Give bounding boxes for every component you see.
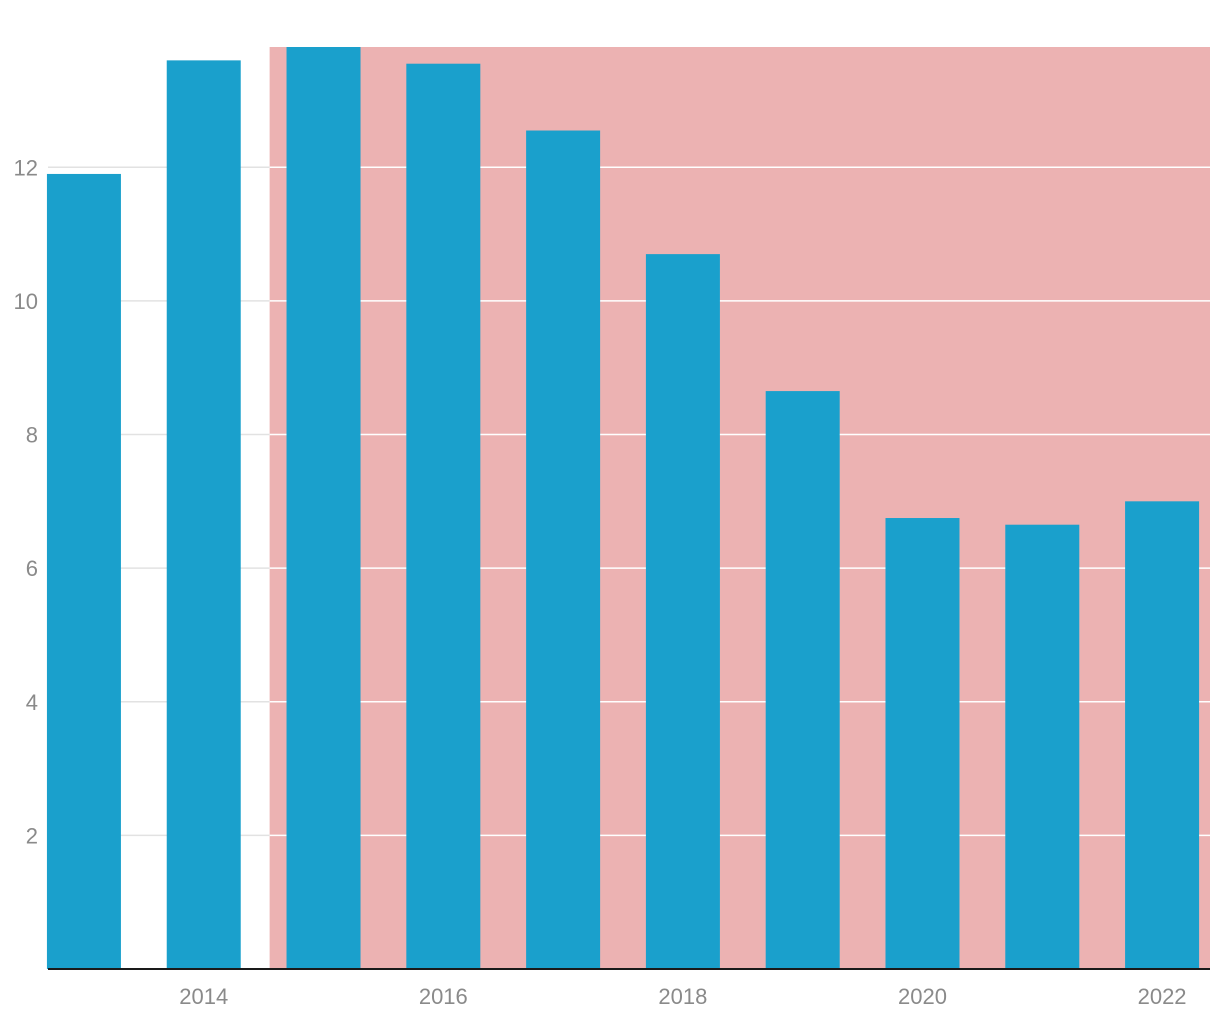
bar-2019 [765,391,840,969]
bar-2021 [1005,524,1080,969]
bar-2016 [406,63,481,970]
bar-2022 [1125,501,1200,969]
bars [46,47,1200,970]
x-tick-label: 2018 [658,984,707,1009]
y-axis-ticks: 2 4 6 8 10 12 [14,155,38,848]
x-tick-label: 2022 [1138,984,1187,1009]
y-tick-label: 2 [26,823,38,848]
x-tick-label: 2020 [898,984,947,1009]
y-tick-label: 4 [26,690,38,715]
bar-2017 [526,130,601,969]
bar-2015 [286,47,361,969]
bar-2020 [885,518,960,969]
y-tick-label: 10 [14,289,38,314]
y-tick-label: 12 [14,155,38,180]
x-tick-label: 2014 [179,984,228,1009]
x-axis-ticks: 2014 2016 2018 2020 2022 [179,984,1186,1009]
y-tick-label: 8 [26,423,38,448]
bar-2014 [166,60,241,970]
bar-2013 [46,173,121,970]
y-tick-label: 6 [26,556,38,581]
x-tick-label: 2016 [419,984,468,1009]
bar-2018 [645,254,720,969]
